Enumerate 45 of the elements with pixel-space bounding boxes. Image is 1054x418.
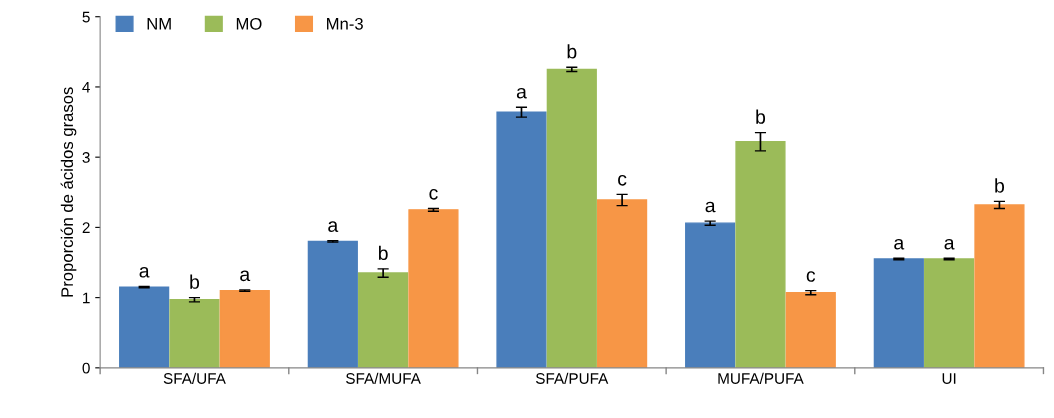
data-label: b bbox=[995, 178, 1005, 193]
bar bbox=[785, 292, 836, 368]
bar bbox=[685, 222, 736, 368]
data-label: a bbox=[894, 238, 905, 250]
data-label: c bbox=[618, 174, 627, 186]
data-label: a bbox=[705, 201, 716, 213]
legend-label: Mn-3 bbox=[327, 17, 363, 30]
bar bbox=[873, 258, 924, 368]
data-label: c bbox=[429, 189, 438, 200]
y-tick-label: 0 bbox=[82, 362, 90, 374]
y-tick-label: 3 bbox=[82, 152, 90, 163]
data-label: b bbox=[756, 109, 766, 124]
data-label: a bbox=[516, 87, 527, 99]
x-tick-label: SFA/PUFA bbox=[535, 372, 609, 384]
bar bbox=[974, 204, 1025, 368]
bar bbox=[408, 209, 459, 368]
bar bbox=[546, 68, 597, 368]
x-tick-label: UI bbox=[942, 373, 956, 384]
bar bbox=[924, 258, 975, 368]
legend-label: MO bbox=[236, 17, 262, 30]
y-tick-label: 1 bbox=[83, 292, 90, 304]
bar bbox=[597, 199, 648, 368]
bar bbox=[358, 272, 409, 368]
data-label: a bbox=[139, 266, 150, 278]
y-tick-label: 5 bbox=[82, 11, 90, 23]
data-label: b bbox=[190, 274, 200, 289]
y-tick-label: 2 bbox=[82, 222, 90, 233]
bar bbox=[307, 240, 358, 368]
y-tick-label: 4 bbox=[82, 81, 90, 93]
y-axis-title: Proporción de ácidos grasos bbox=[60, 87, 77, 297]
data-label: b bbox=[567, 44, 577, 59]
bar bbox=[219, 289, 270, 368]
x-tick-label: MUFA/PUFA bbox=[718, 372, 804, 384]
data-label: b bbox=[378, 245, 388, 261]
data-label: a bbox=[944, 238, 955, 250]
bar bbox=[119, 286, 170, 368]
x-tick-label: SFA/UFA bbox=[163, 372, 226, 384]
bar bbox=[735, 141, 786, 368]
bar bbox=[169, 299, 220, 368]
legend-label: NM bbox=[147, 18, 171, 30]
data-label: a bbox=[240, 270, 251, 282]
data-label: a bbox=[328, 221, 339, 232]
bar bbox=[496, 111, 547, 368]
data-label: c bbox=[806, 271, 816, 282]
x-tick-label: SFA/MUFA bbox=[346, 372, 421, 384]
